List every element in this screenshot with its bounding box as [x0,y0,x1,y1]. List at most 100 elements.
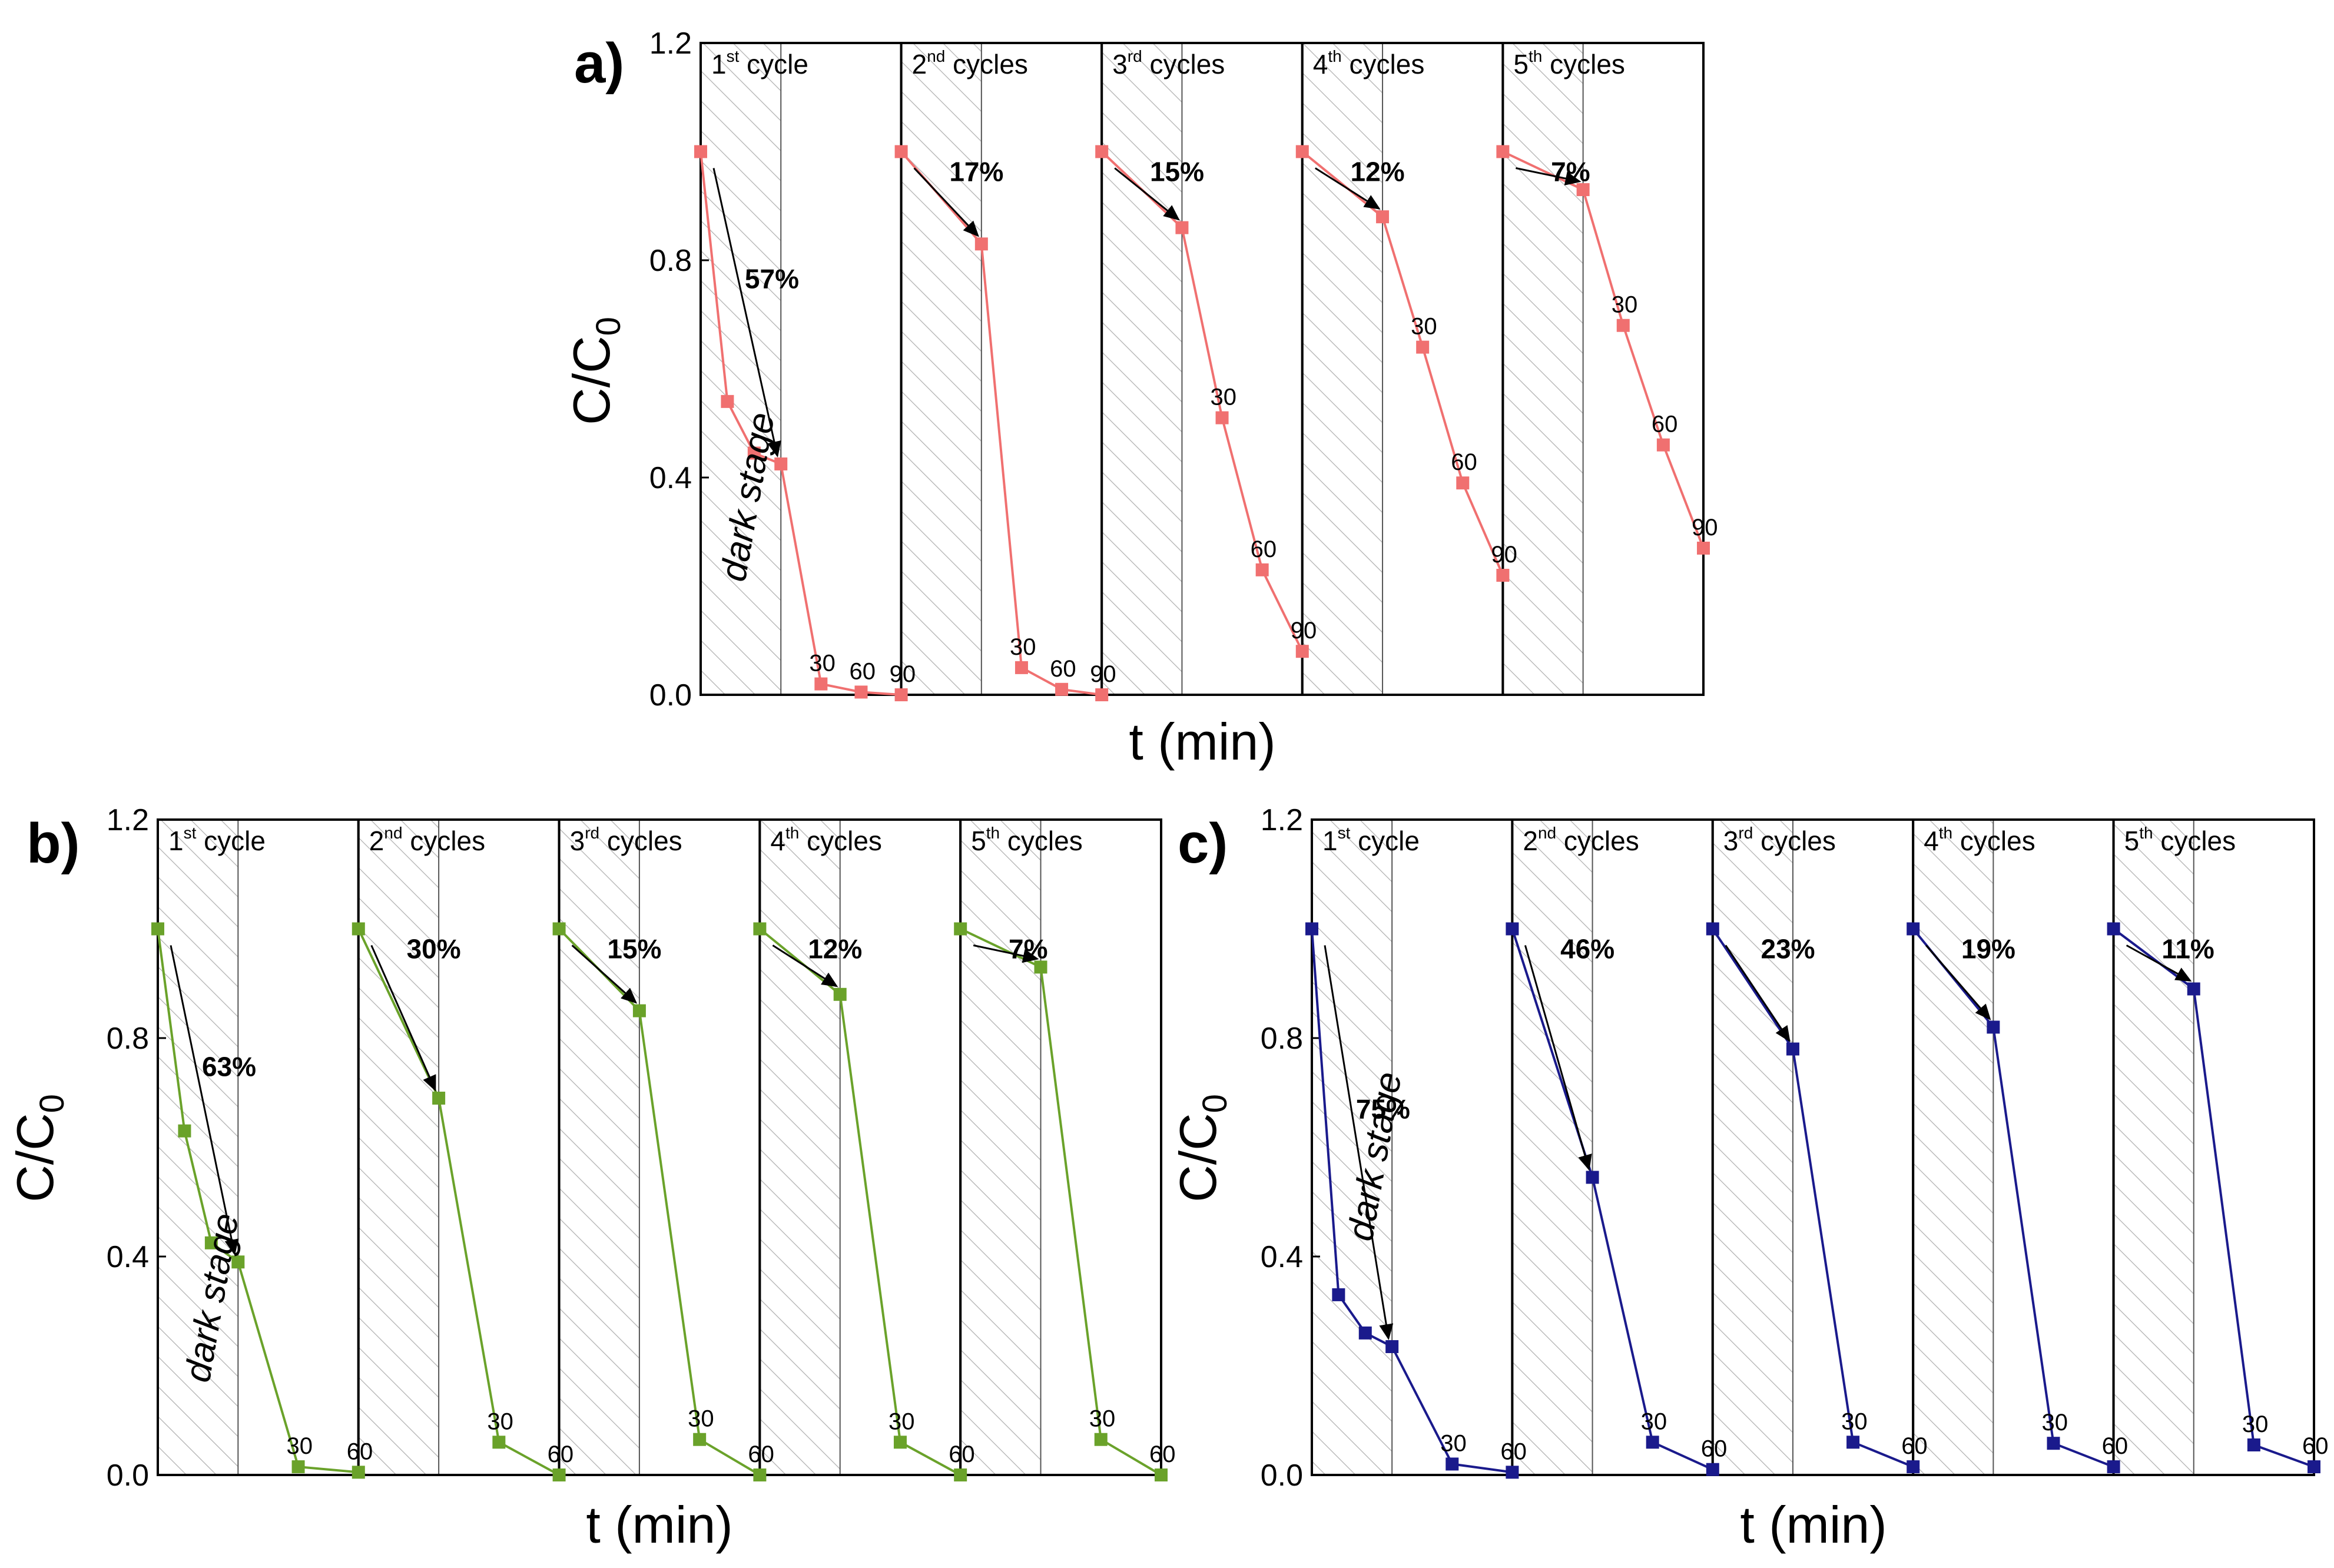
time-label: 30 [2041,1410,2068,1436]
panel-label: c) [1178,812,1228,875]
time-label: 60 [347,1438,373,1464]
removal-label: 15% [1150,157,1204,187]
cycle-label: 2nd cycles [369,824,485,856]
y-tick-label: 1.2 [649,26,692,61]
y-tick-label: 0.4 [107,1240,149,1274]
time-label: 60 [949,1441,975,1467]
time-label: 30 [1612,292,1638,318]
data-point [833,987,847,1001]
series-line [1311,929,1513,1474]
panels: 0.0 0.4 0.8 1.2 a) C/C0 t (min) 1st cycle 57% 30 6… [6,26,2329,1554]
removal-label: 15% [607,934,661,964]
data-point [151,922,164,936]
y-tick-label: 0.0 [107,1458,149,1493]
y-tick-label: 1.2 [1261,803,1303,837]
data-point [1446,1457,1459,1471]
dark-region [760,820,840,1475]
data-point [1907,922,1920,936]
y-axis-label: C/C0 [1169,1094,1234,1202]
time-label: 90 [1291,618,1317,644]
x-axis-label: t (min) [586,1496,732,1554]
series-line [759,927,962,1476]
data-point [1215,411,1229,425]
time-label: 60 [1451,449,1477,475]
cycle-label: 5th cycles [1513,47,1625,79]
series-line [357,928,560,1476]
y-tick-label: 0.4 [649,461,692,495]
data-point [721,395,734,408]
y-tick-label: 1.2 [107,803,149,837]
time-label: 60 [748,1441,774,1467]
dark-region [1503,43,1583,695]
y-tick-label: 0.8 [649,244,692,278]
dark-region [960,820,1041,1475]
data-point [1706,1463,1719,1476]
data-point [974,237,988,251]
y-tick-label: 0.8 [1261,1022,1303,1056]
removal-arrow [1725,944,1791,1043]
time-label: 90 [1090,661,1116,687]
data-point [854,685,868,699]
y-tick-label: 0.4 [1261,1240,1303,1274]
time-label: 90 [1692,515,1718,541]
removal-arrow [370,944,436,1092]
series-line [1511,928,1713,1471]
data-point [774,457,788,470]
removal-label: 30% [407,934,461,964]
data-point [2247,1438,2260,1451]
removal-label: 7% [1551,157,1590,187]
dark-region [1102,43,1182,695]
time-label: 30 [487,1408,513,1434]
y-tick-label: 0.0 [1261,1458,1303,1493]
cycle-label: 4th cycles [1313,47,1425,79]
cycle-label: 4th cycles [770,824,882,856]
cycle-frame [959,818,1162,1476]
data-point [1646,1436,1659,1449]
time-label: 60 [548,1441,574,1467]
removal-arrow [973,944,1039,963]
time-label: 60 [1901,1433,1928,1459]
data-point [1255,563,1269,576]
panel-b: 0.0 0.4 0.8 1.2 b) C/C0 t (min) 1st cycle 63% 30 6… [6,803,1176,1554]
x-axis-label: t (min) [1129,712,1275,771]
cycle-label: 5th cycles [2124,824,2236,856]
time-label: 30 [1841,1408,1868,1434]
removal-label: 75% [1356,1093,1410,1124]
dark-region [158,820,238,1475]
time-label: 30 [809,651,836,677]
data-point [1987,1020,2000,1034]
panel-a: 0.0 0.4 0.8 1.2 a) C/C0 t (min) 1st cycle 57% 30 6… [562,26,1718,771]
cycle-label: 3rd cycles [570,824,682,856]
data-point [1015,661,1028,674]
data-point [954,922,967,936]
dark-region [901,43,982,695]
data-point [1094,1433,1108,1446]
data-point [1305,922,1318,936]
removal-label: 12% [808,934,862,964]
y-tick-label: 0.0 [649,678,692,712]
removal-label: 17% [949,157,1003,187]
dark-region [1302,43,1383,695]
time-label: 30 [1440,1430,1467,1456]
dark-region [1312,820,1393,1475]
data-point [894,688,908,701]
data-point [1175,221,1189,234]
time-label: 60 [1251,536,1277,562]
cycle-label: 1st cycle [711,47,808,79]
data-point [2047,1437,2060,1450]
data-point [1576,183,1590,197]
time-label: 30 [888,1408,915,1434]
dark-region [1712,820,1793,1475]
data-point [352,922,365,936]
cycle-label: 3rd cycles [1723,824,1836,856]
data-point [893,1436,907,1449]
data-point [1295,645,1309,658]
cycle-label: 1st cycle [168,824,266,856]
dark-region [2113,820,2194,1475]
time-label: 60 [2102,1433,2129,1459]
cycle-label: 2nd cycles [912,47,1028,79]
removal-arrow [712,168,781,458]
removal-arrow [1524,945,1592,1171]
data-point [1358,1326,1372,1340]
time-label: 60 [1701,1436,1728,1462]
